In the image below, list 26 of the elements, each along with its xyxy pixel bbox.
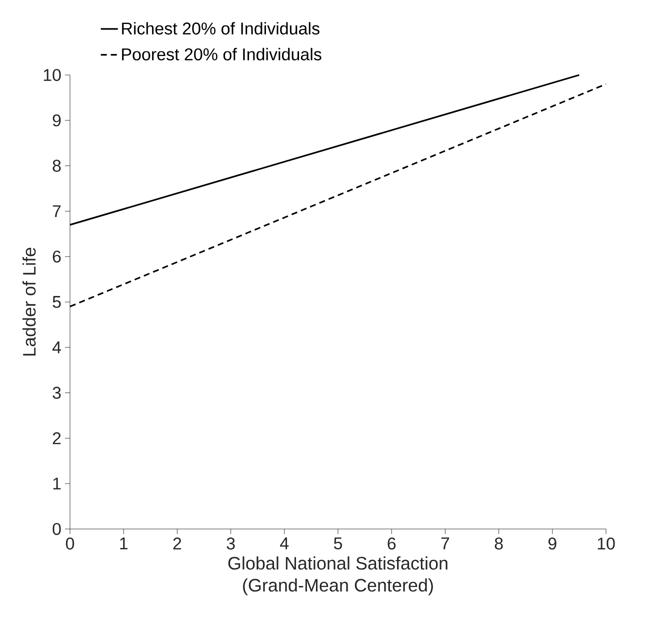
y-tick-label: 0: [52, 522, 61, 536]
x-tick-label: 6: [388, 538, 396, 550]
y-tick-label: 1: [53, 478, 61, 490]
y-tick-label: 2: [52, 432, 61, 444]
x-tick-label: 10: [598, 538, 615, 550]
x-tick-label: 0: [66, 538, 74, 550]
x-tick-label: 1: [120, 538, 128, 550]
x-tick-label: 4: [280, 538, 289, 550]
y-tick-label: 5: [52, 296, 61, 308]
x-tick-label: 5: [334, 538, 342, 550]
x-tick-label: 3: [226, 538, 235, 550]
y-tick-label: 7: [52, 205, 61, 218]
y-tick-label: 10: [44, 68, 61, 82]
legend-label: Poorest 20% of Individuals: [122, 48, 322, 60]
x-tick-label: 8: [494, 538, 503, 550]
y-axis-title: Ladder of Life: [22, 248, 36, 356]
legend-label: Richest 20% of Individuals: [122, 22, 320, 35]
x-tick-label: 2: [173, 538, 182, 550]
x-tick-label: 9: [548, 538, 556, 550]
y-tick-label: 9: [52, 114, 61, 126]
x-tick-label: 7: [441, 538, 450, 550]
y-tick-label: 8: [52, 160, 61, 172]
y-tick-label: 6: [52, 250, 61, 263]
y-tick-label: 4: [52, 342, 61, 354]
x-axis-title: Global National Satisfaction (Grand-Mean Centered): [228, 556, 448, 596]
y-tick-label: 3: [52, 386, 61, 399]
